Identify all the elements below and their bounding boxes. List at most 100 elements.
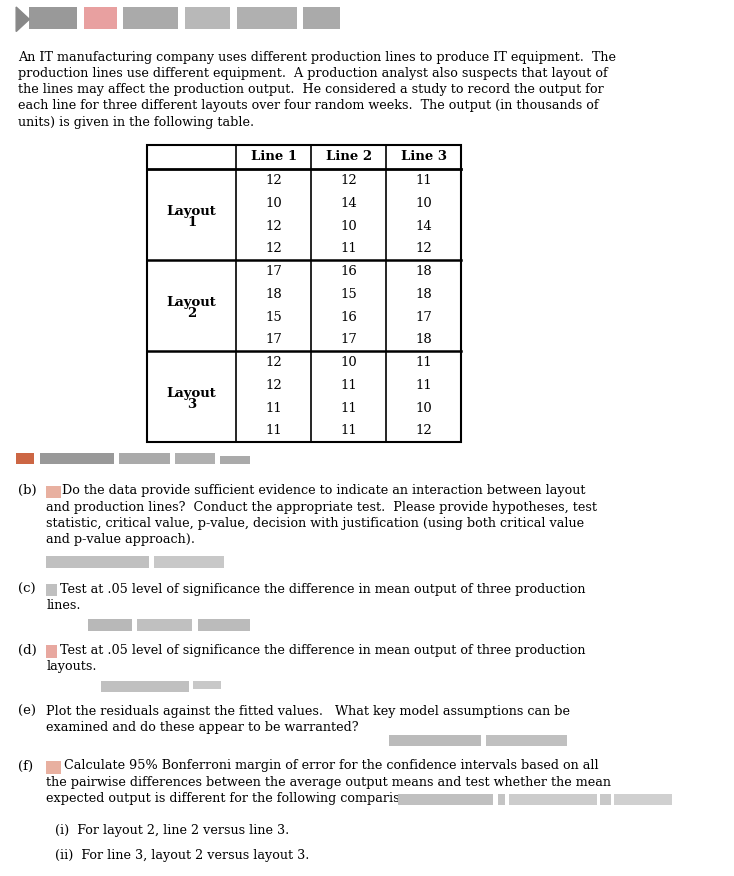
Text: Test at .05 level of significance the difference in mean output of three product: Test at .05 level of significance the di…: [60, 644, 586, 657]
Text: 17: 17: [266, 265, 282, 278]
Text: (ii)  For line 3, layout 2 versus layout 3.: (ii) For line 3, layout 2 versus layout …: [55, 849, 310, 862]
Bar: [600, 794, 611, 805]
Bar: [84, 7, 117, 29]
Text: 12: 12: [415, 425, 432, 437]
Text: 18: 18: [415, 288, 432, 300]
Text: 11: 11: [341, 425, 357, 437]
Text: 11: 11: [341, 402, 357, 414]
Text: (d): (d): [18, 644, 37, 657]
Text: statistic, critical value, p-value, decision with justification (using both crit: statistic, critical value, p-value, deci…: [46, 517, 584, 530]
Text: 11: 11: [415, 174, 432, 187]
Text: 12: 12: [341, 174, 357, 187]
Text: (b): (b): [18, 484, 37, 498]
Bar: [29, 7, 77, 29]
Text: 11: 11: [341, 379, 357, 392]
Text: production lines use different equipment.  A production analyst also suspects th: production lines use different equipment…: [18, 67, 608, 80]
Text: 11: 11: [266, 425, 282, 437]
Bar: [137, 619, 192, 631]
Text: units) is given in the following table.: units) is given in the following table.: [18, 116, 255, 129]
Text: 11: 11: [341, 243, 357, 255]
Bar: [614, 794, 672, 805]
Bar: [46, 761, 61, 774]
Text: 11: 11: [415, 357, 432, 369]
Bar: [46, 486, 61, 498]
Text: Line 3: Line 3: [401, 151, 446, 163]
Text: 18: 18: [415, 334, 432, 346]
Text: Layout: Layout: [167, 296, 217, 309]
Bar: [237, 7, 297, 29]
Text: Layout: Layout: [167, 205, 217, 218]
Bar: [198, 619, 250, 631]
Bar: [46, 645, 57, 658]
Bar: [147, 145, 461, 442]
Text: Calculate 95% Bonferroni margin of error for the confidence intervals based on a: Calculate 95% Bonferroni margin of error…: [64, 759, 598, 773]
Text: layouts.: layouts.: [46, 661, 97, 673]
Text: lines.: lines.: [46, 599, 81, 611]
Text: 18: 18: [415, 265, 432, 278]
Bar: [193, 681, 221, 689]
Bar: [389, 735, 481, 746]
Bar: [46, 584, 57, 596]
Text: 12: 12: [266, 379, 282, 392]
Text: Plot the residuals against the fitted values.   What key model assumptions can b: Plot the residuals against the fitted va…: [46, 705, 570, 718]
Text: 16: 16: [341, 311, 357, 323]
Text: 10: 10: [415, 402, 432, 414]
Bar: [220, 456, 250, 464]
Bar: [486, 735, 567, 746]
Text: (c): (c): [18, 583, 36, 596]
Bar: [303, 7, 340, 29]
Text: 10: 10: [341, 357, 357, 369]
Text: 16: 16: [341, 265, 357, 278]
Bar: [40, 453, 114, 464]
Text: 17: 17: [415, 311, 432, 323]
Bar: [509, 794, 597, 805]
Text: 17: 17: [341, 334, 357, 346]
Text: 12: 12: [415, 243, 432, 255]
Text: 15: 15: [266, 311, 282, 323]
Text: (e): (e): [18, 705, 37, 718]
Text: and p-value approach).: and p-value approach).: [46, 533, 195, 546]
Bar: [101, 681, 189, 692]
Text: 12: 12: [266, 220, 282, 232]
Text: Do the data provide sufficient evidence to indicate an interaction between layou: Do the data provide sufficient evidence …: [62, 484, 586, 498]
Text: Layout: Layout: [167, 387, 217, 400]
Bar: [119, 453, 170, 464]
Text: (f): (f): [18, 759, 34, 773]
Text: 17: 17: [266, 334, 282, 346]
Bar: [46, 556, 149, 568]
Text: 14: 14: [341, 197, 357, 209]
Bar: [185, 7, 230, 29]
Polygon shape: [16, 7, 29, 32]
Text: the pairwise differences between the average output means and test whether the m: the pairwise differences between the ave…: [46, 776, 611, 788]
Text: expected output is different for the following comparisons: expected output is different for the fol…: [46, 792, 422, 805]
Bar: [175, 453, 215, 464]
Text: and production lines?  Conduct the appropriate test.  Please provide hypotheses,: and production lines? Conduct the approp…: [46, 501, 597, 513]
Text: 1: 1: [187, 216, 196, 230]
Bar: [123, 7, 178, 29]
Text: 11: 11: [415, 379, 432, 392]
Text: 3: 3: [187, 399, 196, 412]
Text: Line 1: Line 1: [251, 151, 297, 163]
Text: 12: 12: [266, 357, 282, 369]
Text: 12: 12: [266, 243, 282, 255]
Text: An IT manufacturing company uses different production lines to produce IT equipm: An IT manufacturing company uses differe…: [18, 51, 617, 64]
Text: 10: 10: [415, 197, 432, 209]
Text: examined and do these appear to be warranted?: examined and do these appear to be warra…: [46, 722, 359, 734]
Bar: [154, 556, 224, 568]
Text: 10: 10: [266, 197, 282, 209]
Text: 2: 2: [187, 307, 196, 321]
Text: 14: 14: [415, 220, 432, 232]
Text: 10: 10: [341, 220, 357, 232]
Bar: [88, 619, 132, 631]
Text: the lines may affect the production output.  He considered a study to record the: the lines may affect the production outp…: [18, 83, 604, 96]
Text: 15: 15: [341, 288, 357, 300]
Text: Test at .05 level of significance the difference in mean output of three product: Test at .05 level of significance the di…: [60, 583, 586, 596]
Text: 11: 11: [266, 402, 282, 414]
Bar: [398, 794, 493, 805]
Text: each line for three different layouts over four random weeks.  The output (in th: each line for three different layouts ov…: [18, 99, 599, 112]
Text: (i)  For layout 2, line 2 versus line 3.: (i) For layout 2, line 2 versus line 3.: [55, 824, 289, 837]
Text: 18: 18: [266, 288, 282, 300]
Text: Line 2: Line 2: [326, 151, 371, 163]
Text: 12: 12: [266, 174, 282, 187]
Bar: [16, 453, 34, 464]
